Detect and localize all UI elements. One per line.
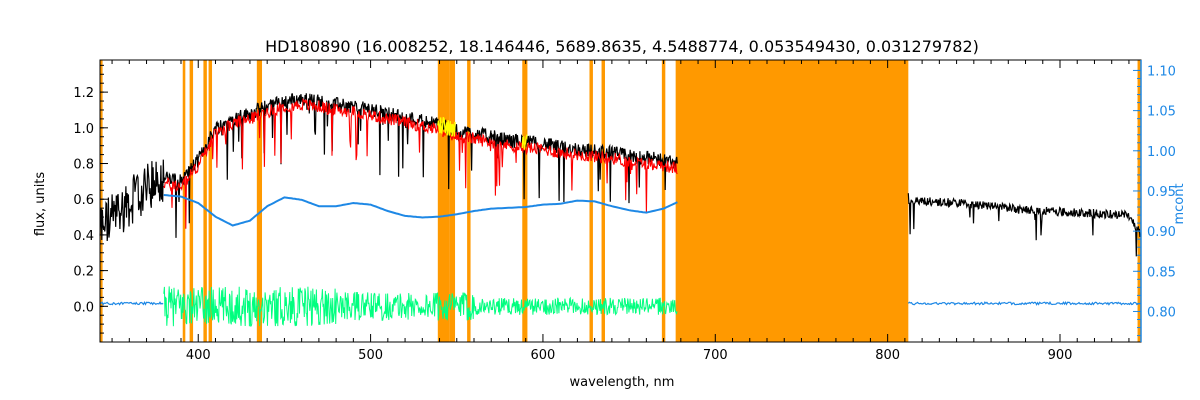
y2-tick-label: 1.05 bbox=[1147, 105, 1176, 120]
y-tick-label: 0.8 bbox=[73, 158, 94, 173]
x-tick-label: 400 bbox=[186, 348, 211, 363]
series-continuum-tail bbox=[907, 300, 1141, 306]
series-model bbox=[163, 98, 678, 229]
series-observed bbox=[99, 93, 678, 242]
y2-tick-label: 1.00 bbox=[1147, 145, 1176, 160]
series-highlight bbox=[521, 134, 528, 150]
y2-tick-label: 0.95 bbox=[1147, 185, 1176, 200]
y2-tick-label: 0.90 bbox=[1147, 225, 1176, 240]
axes-layer: 400 500 600 700 800 900 0.0 0.2 0.4 0.6 0.8 1.0 1.2 0… bbox=[73, 59, 1176, 363]
y-axis-label: flux, units bbox=[33, 172, 48, 237]
masked-region bbox=[100, 60, 103, 342]
masked-region bbox=[1137, 60, 1141, 342]
masked-region bbox=[467, 60, 471, 342]
y2-tick-label: 0.85 bbox=[1147, 265, 1176, 280]
y-tick-label: 0.0 bbox=[73, 300, 94, 315]
series-observed-red-arm bbox=[907, 193, 1142, 257]
series-residuals bbox=[163, 286, 678, 327]
masked-region bbox=[522, 60, 528, 342]
y-tick-label: 1.0 bbox=[73, 122, 94, 137]
masked-region bbox=[449, 60, 456, 342]
masked-region bbox=[208, 60, 213, 342]
x-tick-label: 500 bbox=[358, 348, 383, 363]
masked-region bbox=[203, 60, 207, 342]
chart-title: HD180890 (16.008252, 18.146446, 5689.863… bbox=[265, 37, 979, 56]
masked-region bbox=[675, 60, 909, 342]
series-continuum bbox=[163, 194, 678, 227]
y-tick-label: 1.2 bbox=[73, 86, 94, 101]
masked-region bbox=[256, 60, 263, 342]
x-tick-label: 700 bbox=[703, 348, 728, 363]
masked-region bbox=[601, 60, 605, 342]
x-tick-label: 900 bbox=[1048, 348, 1073, 363]
data-layer bbox=[99, 93, 1142, 327]
x-tick-label: 800 bbox=[875, 348, 900, 363]
masked-region bbox=[182, 60, 186, 342]
y-tick-label: 0.6 bbox=[73, 193, 94, 208]
series-continuum-tail bbox=[99, 300, 164, 306]
x-tick-label: 600 bbox=[531, 348, 556, 363]
masked-region bbox=[661, 60, 666, 342]
series-highlight bbox=[437, 117, 456, 137]
y2-tick-label: 0.80 bbox=[1147, 305, 1176, 320]
y2-tick-label: 1.10 bbox=[1147, 64, 1176, 79]
y2-axis-label: mcont bbox=[1172, 183, 1187, 224]
x-axis-label: wavelength, nm bbox=[570, 375, 675, 390]
masked-regions-layer bbox=[100, 60, 1141, 342]
y-tick-label: 0.4 bbox=[73, 229, 94, 244]
y-tick-label: 0.2 bbox=[73, 265, 94, 280]
